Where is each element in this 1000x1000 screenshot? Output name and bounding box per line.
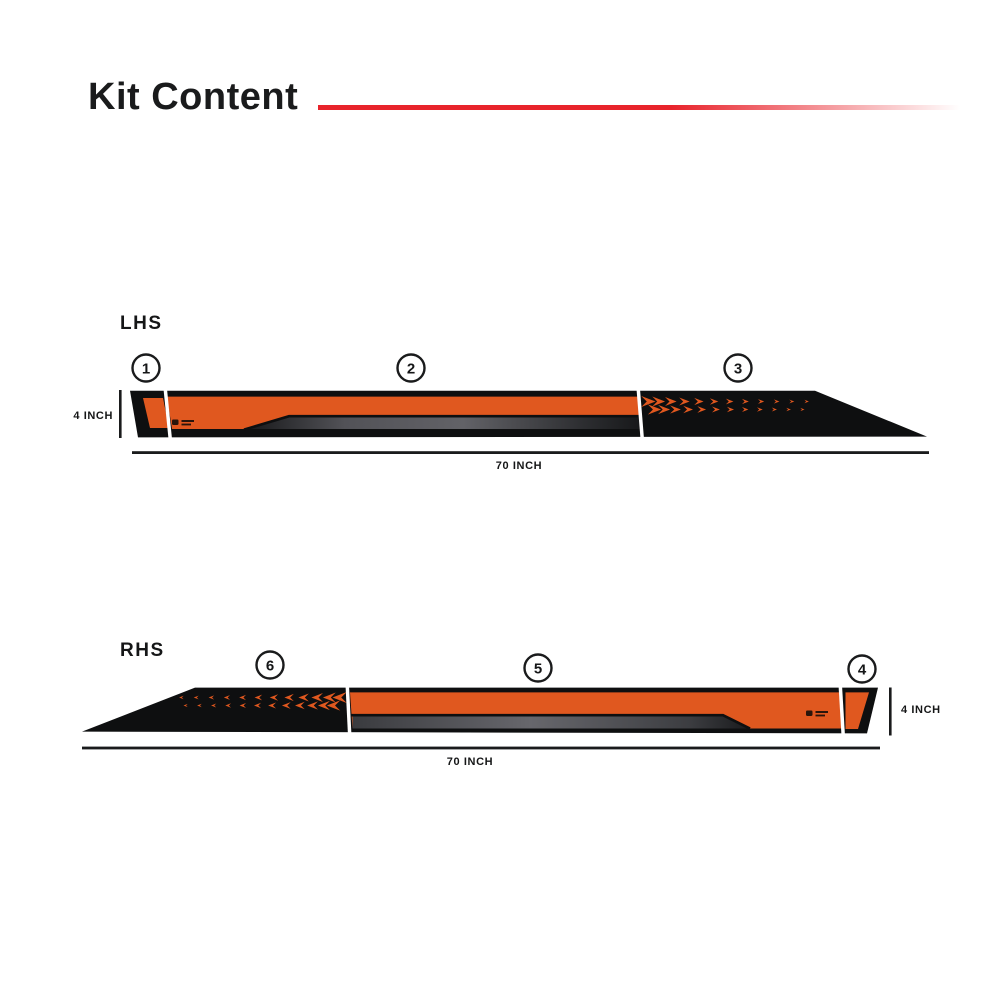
lhs-segment-1-orange: [143, 398, 169, 428]
lhs-marker-2: 2: [396, 353, 426, 383]
lhs-marker-1: 1: [131, 353, 161, 383]
page-header: Kit Content: [88, 78, 298, 118]
lhs-divider-1-2: [163, 389, 172, 439]
rhs-segment-6-tread-pattern: [179, 691, 347, 711]
marker-number: 5: [534, 661, 542, 678]
rhs-length-dim-line: [82, 746, 880, 750]
rhs-segment-5-swoosh: [352, 715, 749, 729]
marker-circle: [847, 654, 877, 684]
marker-circle: [723, 353, 753, 383]
rhs-height-dim-label: 4 INCH: [901, 704, 941, 716]
rhs-length-dim-label: 70 INCH: [447, 756, 493, 768]
rhs-marker-4: 4: [847, 654, 877, 684]
lhs-decal-strip: [130, 389, 927, 439]
rhs-brand-logo: [806, 710, 828, 717]
lhs-height-dim-label: 4 INCH: [73, 410, 113, 422]
rhs-height-dim-line: [889, 687, 892, 736]
marker-circle: [523, 653, 553, 683]
rhs-decal-strip: [82, 685, 878, 736]
rhs-marker-5: 5: [523, 653, 553, 683]
marker-number: 1: [142, 361, 150, 378]
page-title: Kit Content: [88, 76, 299, 118]
rhs-dimensions: 4 INCH 70 INCH: [82, 687, 941, 768]
lhs-segment-3-tread-pattern: [641, 395, 809, 415]
lhs-swoosh-outline: [243, 414, 641, 431]
rhs-swoosh-outline: [351, 713, 751, 730]
marker-number: 2: [407, 361, 415, 378]
rhs-divider-5-4: [838, 685, 845, 736]
lhs-figure: LHS 1 2 3: [73, 313, 929, 472]
rhs-label: RHS: [120, 640, 165, 661]
lhs-length-dim-label: 70 INCH: [496, 460, 542, 472]
lhs-brand-logo: [172, 419, 194, 426]
marker-circle: [255, 650, 285, 680]
lhs-segment-2-swoosh: [246, 416, 642, 429]
lhs-height-dim-line: [119, 390, 122, 438]
rhs-marker-6: 6: [255, 650, 285, 680]
marker-circle: [131, 353, 161, 383]
title-accent-line: [318, 105, 960, 110]
lhs-dimensions: 4 INCH 70 INCH: [73, 390, 929, 472]
marker-circle: [396, 353, 426, 383]
lhs-length-dim-line: [132, 451, 929, 454]
rhs-figure: RHS 6 5 4: [82, 640, 941, 768]
lhs-label: LHS: [120, 313, 163, 334]
rhs-segment-4-orange: [845, 692, 869, 729]
marker-number: 3: [734, 361, 742, 378]
marker-number: 6: [266, 658, 274, 675]
lhs-marker-3: 3: [723, 353, 753, 383]
lhs-divider-2-3: [636, 389, 644, 439]
rhs-divider-6-5: [345, 685, 352, 736]
marker-number: 4: [858, 662, 867, 679]
